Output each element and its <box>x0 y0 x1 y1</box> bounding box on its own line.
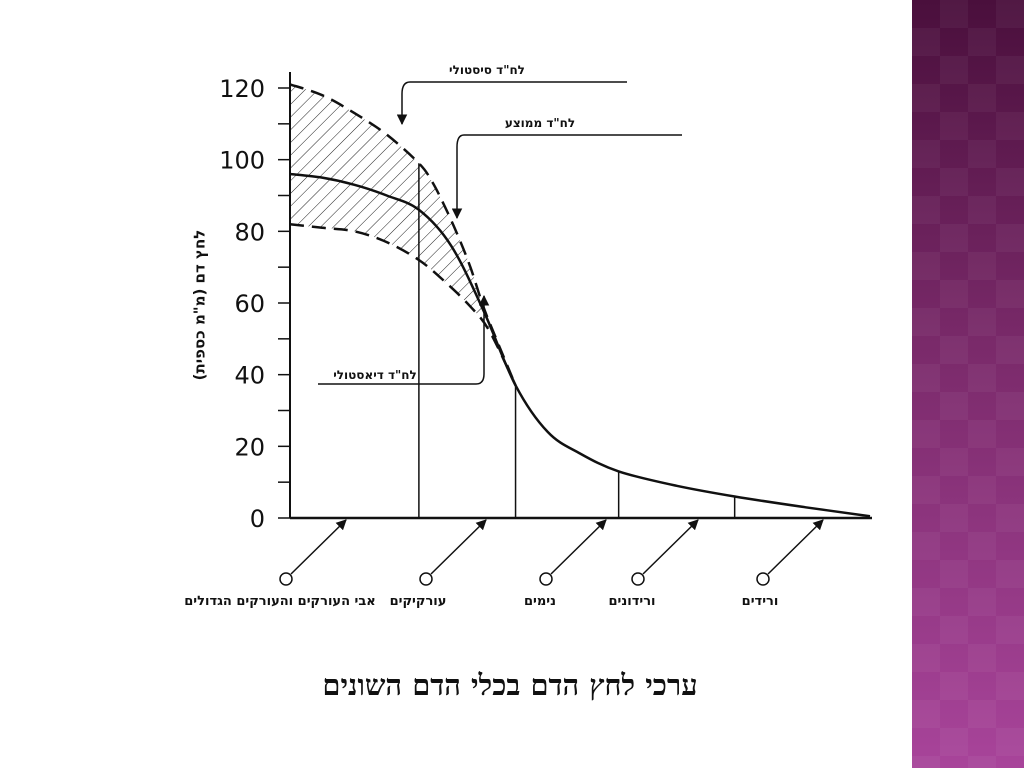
blood-pressure-chart: לחץ דם (מ"מ כספית) 0 20 40 60 80 100 120 לח"ד … <box>184 63 872 609</box>
hatched-pressure-band <box>290 84 516 386</box>
slide-title: ערכי לחץ הדם בכלי הדם השונים <box>322 668 698 702</box>
vessel-marker-circle <box>279 572 293 586</box>
y-tick-label: 100 <box>219 147 265 175</box>
vessel-marker-circle <box>756 572 770 586</box>
pressure-range-band <box>290 84 516 386</box>
annotation-mean-label: לח"ד ממוצע <box>505 116 575 130</box>
vessel-marker-circle <box>631 572 645 586</box>
annotation-diastolic-arrow <box>475 294 490 385</box>
annotation-systolic-arrow <box>396 81 411 126</box>
vessel-category-label: ורידים <box>742 594 779 609</box>
decorative-side-band <box>912 0 1024 768</box>
y-tick-label: 120 <box>219 75 265 103</box>
y-tick-label: 20 <box>234 433 265 461</box>
vessel-marker-arrow <box>642 519 699 575</box>
series-annotations: לח"ד סיסטולי לח"ד ממוצע לח"ד דיאסטולי <box>318 63 682 385</box>
vessel-marker-arrow <box>550 519 607 575</box>
y-ticks: 0 20 40 60 80 100 120 <box>219 75 290 533</box>
vessel-marker-arrow <box>290 519 347 575</box>
vessel-category-label: אבי העורקים והעורקים הגדולים <box>184 594 376 609</box>
vessel-marker-arrow <box>767 519 824 575</box>
series-mean <box>289 172 871 518</box>
vessel-marker-circle <box>419 572 433 586</box>
y-tick-label: 0 <box>250 505 265 533</box>
vessel-marker-arrow <box>430 519 487 575</box>
vessel-category-label: ורידונים <box>609 594 656 609</box>
y-tick-label: 40 <box>234 362 265 390</box>
vessel-boundary-lines <box>418 163 736 518</box>
vessel-category-label: עורקיקים <box>390 594 447 609</box>
axes <box>289 72 872 520</box>
annotation-mean-arrow <box>451 134 465 220</box>
y-tick-label: 60 <box>234 290 265 318</box>
y-axis-label: לחץ דם (מ"מ כספית) <box>191 230 209 381</box>
vessel-marker-circle <box>539 572 553 586</box>
diamond-pattern <box>912 0 1024 768</box>
y-tick-label: 80 <box>234 218 265 246</box>
vessel-category-label: נימים <box>524 594 556 609</box>
annotation-systolic-label: לח"ד סיסטולי <box>449 63 525 77</box>
vessel-categories: אבי העורקים והעורקים הגדולים עורקיקים נימי… <box>184 519 824 609</box>
annotation-diastolic-label: לח"ד דיאסטולי <box>333 368 417 382</box>
